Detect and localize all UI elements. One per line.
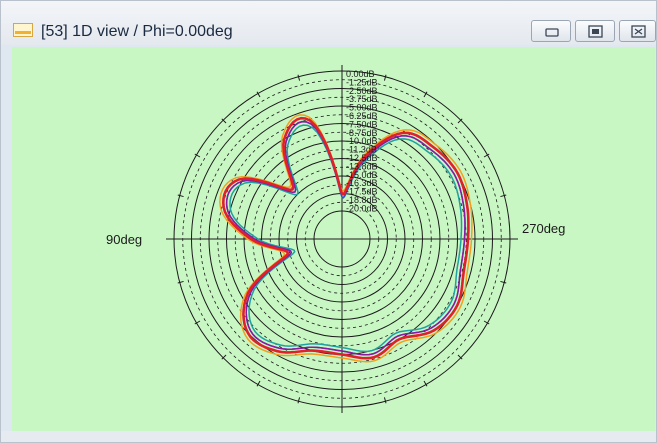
angle-tick xyxy=(221,354,227,360)
scale-label: -3.75dB xyxy=(346,94,378,104)
angle-tick xyxy=(423,380,428,387)
scale-label: -1.25dB xyxy=(346,77,378,87)
angle-tick xyxy=(194,320,201,325)
angle-tick xyxy=(221,118,227,124)
angle-tick xyxy=(194,153,201,158)
window-icon xyxy=(13,23,33,37)
scale-label: -2.50dB xyxy=(346,86,378,96)
angle-label-90deg: 90deg xyxy=(106,232,142,247)
scale-label: -13.8dB xyxy=(346,161,378,171)
scale-label: -8.75dB xyxy=(346,128,378,138)
angle-tick xyxy=(177,194,184,198)
angle-label-270deg: 270deg xyxy=(522,221,565,236)
minimize-button[interactable] xyxy=(531,20,571,42)
series-line-3 xyxy=(219,114,473,363)
close-icon xyxy=(631,25,646,38)
angle-tick xyxy=(297,74,301,81)
angle-tick xyxy=(457,354,463,360)
scale-label: -20.0dB xyxy=(346,203,378,213)
scale-label: -6.25dB xyxy=(346,111,378,121)
scale-label: -17.5dB xyxy=(346,187,378,197)
angle-tick xyxy=(423,91,428,98)
window-title: [53] 1D view / Phi=0.00deg xyxy=(41,23,233,40)
angle-tick xyxy=(383,74,387,81)
polar-plot[interactable]: 0.00dB-1.25dB-2.50dB-3.75dB-5.00dB-6.25d… xyxy=(12,47,655,431)
angle-tick xyxy=(483,153,490,158)
maximize-icon xyxy=(588,25,603,38)
title-bar[interactable]: [53] 1D view / Phi=0.00deg xyxy=(1,1,656,45)
angle-tick xyxy=(256,91,261,98)
plot-area: 0.00dB -1.25dB -2.50dB -3.75dB -5.00dB -6.25d… xyxy=(12,47,655,431)
angle-tick xyxy=(457,118,463,124)
angle-tick xyxy=(500,280,507,284)
scale-label: -11.3dB xyxy=(346,145,377,155)
angle-tick xyxy=(297,397,301,404)
scale-label: -16.3dB xyxy=(346,178,378,188)
scale-label: -7.50dB xyxy=(346,119,378,129)
scale-label: -5.00dB xyxy=(346,103,378,113)
series-line-1 xyxy=(222,116,470,360)
window-bottom-edge xyxy=(1,431,656,442)
scale-label: -12.5dB xyxy=(346,153,378,163)
maximize-button[interactable] xyxy=(575,20,615,42)
scale-label: -15.0dB xyxy=(346,170,378,180)
minimize-icon xyxy=(545,28,559,37)
angle-tick xyxy=(177,280,184,284)
scale-label: -18.8dB xyxy=(346,195,378,205)
series-line-5 xyxy=(229,124,463,353)
angle-tick xyxy=(500,194,507,198)
scale-label: 0.00dB xyxy=(346,69,375,79)
series-line-2 xyxy=(225,121,466,356)
angle-tick xyxy=(483,320,490,325)
angle-tick xyxy=(383,397,387,404)
close-button[interactable] xyxy=(619,20,656,42)
angle-tick xyxy=(256,380,261,387)
scale-label: -10.0dB xyxy=(346,136,378,146)
